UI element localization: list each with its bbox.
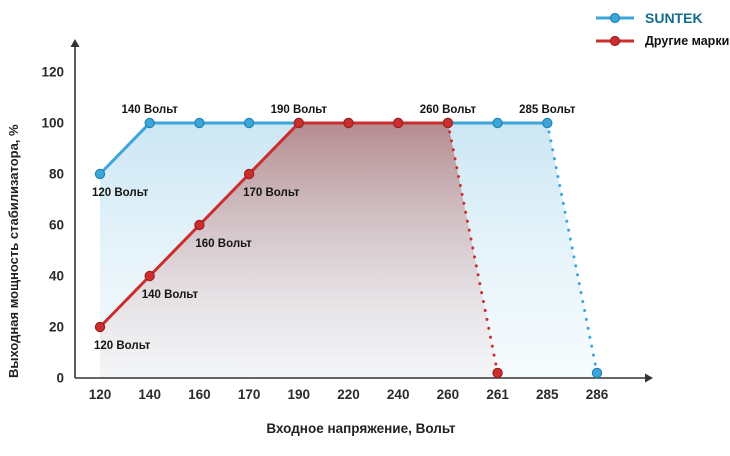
data-point-series0-x286[interactable] [591, 367, 603, 379]
annotation-label: 160 Вольт [195, 238, 252, 250]
x-tick-label: 286 [586, 387, 609, 402]
x-tick-label: 260 [437, 387, 460, 402]
x-tick-label: 120 [89, 387, 112, 402]
legend-item-suntek[interactable]: SUNTEK [594, 10, 729, 26]
data-point-series1-x240[interactable] [393, 117, 404, 129]
y-axis-title: Выходная мощность стабилизатора, % [6, 124, 21, 378]
x-tick-label: 240 [387, 387, 410, 402]
legend-line-other-brands-icon [596, 35, 634, 47]
data-point-series0-x285[interactable] [542, 117, 553, 129]
x-axis-title: Входное напряжение, Вольт [266, 421, 456, 436]
annotation-label: 285 Вольт [519, 104, 576, 116]
x-tick-label: 160 [188, 387, 211, 402]
data-point-series0-x170[interactable] [243, 117, 255, 129]
x-tick-label: 261 [486, 387, 509, 402]
series-fill-1 [100, 123, 498, 378]
data-point-series1-x260[interactable] [442, 117, 454, 129]
data-point-series1-x120[interactable] [94, 321, 106, 333]
x-tick-label: 140 [138, 387, 161, 402]
series-dotted-line-1 [446, 121, 500, 375]
x-tick-label: 220 [337, 387, 360, 402]
x-axis-arrow-icon [645, 373, 653, 383]
legend-line-suntek-icon [596, 12, 634, 24]
y-tick-label: 0 [56, 371, 64, 386]
x-tick-label: 170 [238, 387, 261, 402]
annotation-label: 120 Вольт [92, 187, 149, 199]
annotation-label: 260 Вольт [420, 104, 477, 116]
data-point-series0-x140[interactable] [144, 117, 155, 129]
data-point-series1-x140[interactable] [144, 270, 155, 282]
data-point-series1-x220[interactable] [343, 117, 354, 129]
data-point-series1-x190[interactable] [293, 117, 304, 129]
data-point-series0-x120[interactable] [94, 168, 106, 180]
series-line-1 [98, 121, 448, 329]
y-tick-label: 80 [49, 167, 64, 182]
data-point-series0-x261[interactable] [492, 117, 503, 129]
data-point-series0-x160[interactable] [194, 117, 205, 129]
series-dotted-line-0 [545, 121, 599, 375]
annotation-label: 140 Вольт [142, 289, 199, 301]
annotation-label: 120 Вольт [94, 340, 151, 352]
y-tick-label: 60 [49, 218, 64, 233]
annotation-label: 190 Вольт [271, 104, 328, 116]
legend-label-other-brands: Другие марки [645, 34, 730, 48]
y-tick-label: 40 [49, 269, 64, 284]
data-point-series1-x160[interactable] [194, 219, 205, 231]
y-axis-arrow-icon [70, 39, 80, 47]
x-tick-label: 285 [536, 387, 559, 402]
x-tick-label: 190 [288, 387, 311, 402]
y-tick-label: 20 [49, 320, 64, 335]
annotation-label: 170 Вольт [243, 187, 300, 199]
legend-label-suntek: SUNTEK [645, 10, 703, 26]
data-point-series1-x170[interactable] [243, 168, 255, 180]
legend: SUNTEK Другие марки [594, 10, 729, 48]
y-tick-label: 100 [41, 116, 64, 131]
data-point-series1-x261[interactable] [492, 367, 503, 379]
y-tick-label: 120 [41, 65, 64, 80]
annotation-label: 140 Вольт [121, 104, 178, 116]
legend-item-other-brands[interactable]: Другие марки [594, 34, 729, 48]
